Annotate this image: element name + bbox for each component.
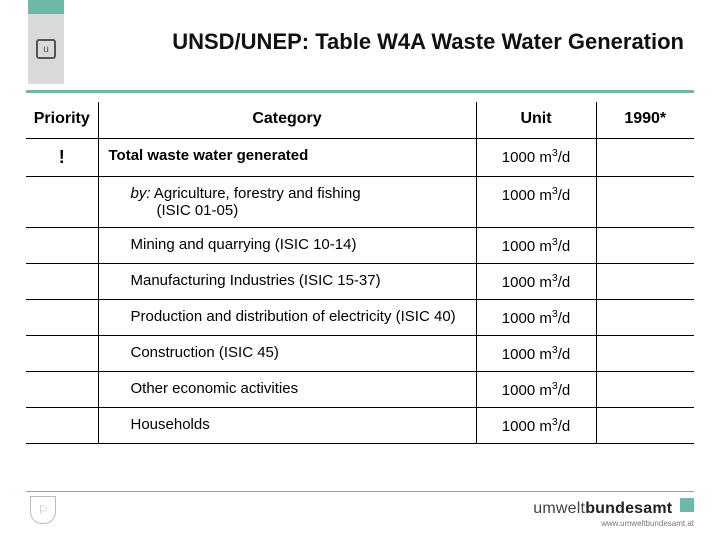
year-cell: [596, 264, 694, 300]
unit-cell: 1000 m3/d: [476, 300, 596, 336]
col-priority: Priority: [26, 102, 98, 139]
year-cell: [596, 408, 694, 444]
unit-cell: 1000 m3/d: [476, 228, 596, 264]
table-row: Manufacturing Industries (ISIC 15-37)100…: [26, 264, 694, 300]
category-cell: by: Agriculture, forestry and fishing (I…: [98, 177, 476, 228]
col-category: Category: [98, 102, 476, 139]
brand-part2: bundesamt: [585, 500, 672, 517]
unit-cell: 1000 m3/d: [476, 139, 596, 177]
national-crest-icon: ⚐: [30, 496, 56, 524]
footer-url: www.umweltbundesamt.at: [533, 519, 694, 528]
unit-cell: 1000 m3/d: [476, 177, 596, 228]
priority-cell: [26, 228, 98, 264]
category-cell: Households: [98, 408, 476, 444]
priority-cell: [26, 408, 98, 444]
footer-brand: umweltbundesamt: [533, 500, 694, 518]
table-header-row: Priority Category Unit 1990*: [26, 102, 694, 139]
col-unit: Unit: [476, 102, 596, 139]
footer-brand-block: umweltbundesamt www.umweltbundesamt.at: [533, 500, 694, 528]
year-cell: [596, 139, 694, 177]
table-row: Mining and quarrying (ISIC 10-14)1000 m3…: [26, 228, 694, 264]
priority-cell: [26, 177, 98, 228]
unit-cell: 1000 m3/d: [476, 372, 596, 408]
year-cell: [596, 336, 694, 372]
brand-part1: umwelt: [533, 500, 585, 517]
unit-cell: 1000 m3/d: [476, 264, 596, 300]
priority-cell: [26, 336, 98, 372]
unit-cell: 1000 m3/d: [476, 336, 596, 372]
logo-glyph: u: [36, 39, 56, 59]
org-logo: u: [28, 14, 64, 84]
year-cell: [596, 228, 694, 264]
category-cell: Other economic activities: [98, 372, 476, 408]
table-row: !Total waste water generated1000 m3/d: [26, 139, 694, 177]
category-cell: Manufacturing Industries (ISIC 15-37): [98, 264, 476, 300]
priority-cell: [26, 300, 98, 336]
table-row: by: Agriculture, forestry and fishing (I…: [26, 177, 694, 228]
priority-cell: [26, 264, 98, 300]
year-cell: [596, 300, 694, 336]
brand-badge-icon: [680, 498, 694, 512]
priority-cell: [26, 372, 98, 408]
title-underline: [26, 90, 694, 93]
category-cell: Mining and quarrying (ISIC 10-14): [98, 228, 476, 264]
col-year: 1990*: [596, 102, 694, 139]
table-row: Construction (ISIC 45)1000 m3/d: [26, 336, 694, 372]
waste-water-table: Priority Category Unit 1990* !Total wast…: [26, 102, 694, 444]
table-row: Households1000 m3/d: [26, 408, 694, 444]
category-cell: Total waste water generated: [98, 139, 476, 177]
priority-cell: !: [26, 139, 98, 177]
year-cell: [596, 177, 694, 228]
category-cell: Construction (ISIC 45): [98, 336, 476, 372]
year-cell: [596, 372, 694, 408]
category-cell: Production and distribution of electrici…: [98, 300, 476, 336]
table-row: Other economic activities1000 m3/d: [26, 372, 694, 408]
page-title: UNSD/UNEP: Table W4A Waste Water Generat…: [150, 28, 684, 56]
header-accent-bar: [28, 0, 64, 14]
unit-cell: 1000 m3/d: [476, 408, 596, 444]
table-row: Production and distribution of electrici…: [26, 300, 694, 336]
footer-rule: [26, 491, 694, 492]
